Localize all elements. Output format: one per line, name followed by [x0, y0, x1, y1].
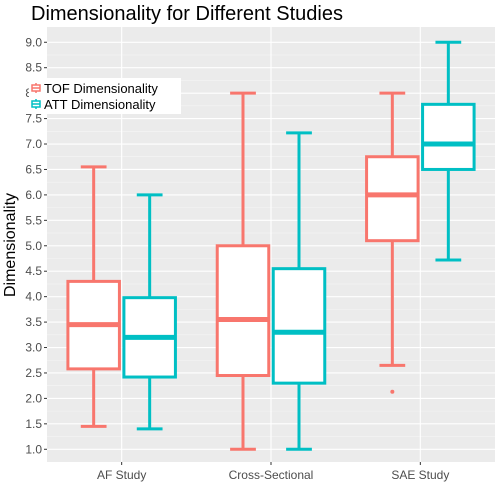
y-tick-label: 6.0 — [25, 188, 42, 202]
y-tick-label: 8.5 — [25, 61, 42, 75]
outlier-point — [390, 389, 395, 394]
y-tick-label: 5.0 — [25, 239, 42, 253]
y-axis-label: Dimensionality — [2, 193, 19, 297]
major-gridlines — [47, 27, 495, 462]
legend-key — [31, 99, 41, 109]
box-series — [66, 40, 476, 451]
y-tick-label: 7.0 — [25, 137, 42, 151]
y-tick-label: 3.0 — [25, 341, 42, 355]
y-tick-label: 2.0 — [25, 391, 42, 405]
y-tick-label: 4.0 — [25, 290, 42, 304]
x-tick-label: AF Study — [97, 468, 146, 482]
legend-background — [29, 78, 181, 114]
box-iqr — [271, 267, 327, 385]
box-iqr — [365, 155, 420, 243]
box — [271, 131, 327, 451]
box-iqr — [421, 102, 476, 171]
box — [122, 193, 177, 431]
legend-key — [31, 83, 41, 93]
legend-label: TOF Dimensionality — [44, 81, 158, 96]
y-axis-ticks: 1.0 1.5 2.0 2.5 3.0 3.5 4.0 4.5 5.0 5.5 6.0 6.5 7.0 7… — [25, 35, 47, 456]
chart-title: Dimensionality for Different Studies — [31, 3, 343, 25]
legend-label: ATT Dimensionality — [44, 97, 156, 112]
y-tick-label: 1.5 — [25, 417, 42, 431]
x-axis-ticks: AF Study Cross-Sectional SAE Study — [97, 462, 449, 482]
y-tick-label: 1.0 — [25, 442, 42, 456]
y-tick-label: 9.0 — [25, 35, 42, 49]
box — [421, 40, 476, 262]
y-tick-label: 3.5 — [25, 315, 42, 329]
box — [365, 91, 420, 394]
box-iqr — [215, 244, 271, 378]
x-tick-label: SAE Study — [391, 468, 449, 482]
y-tick-label: 7.5 — [25, 112, 42, 126]
y-tick-label: 6.5 — [25, 162, 42, 176]
box — [215, 91, 271, 451]
y-tick-label: 4.5 — [25, 264, 42, 278]
y-tick-label: 2.5 — [25, 366, 42, 380]
x-tick-label: Cross-Sectional — [229, 468, 314, 482]
y-tick-label: 5.5 — [25, 213, 42, 227]
box — [66, 165, 121, 428]
